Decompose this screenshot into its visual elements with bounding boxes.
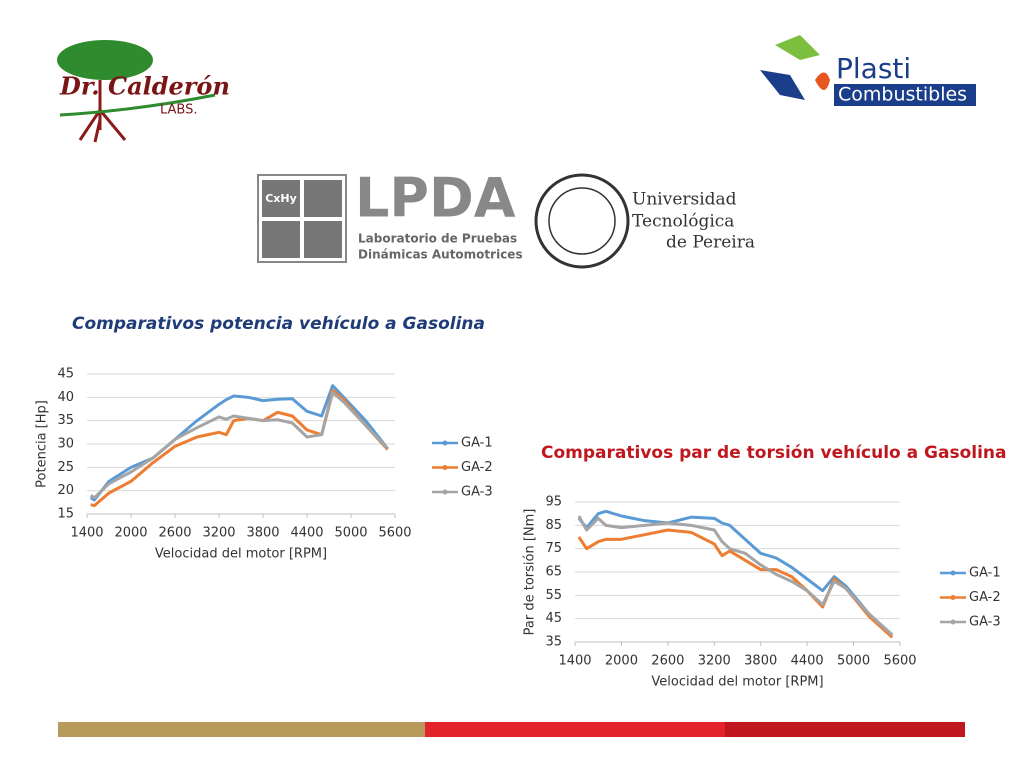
legend-marker [950,570,956,576]
y-tick-label: 35 [545,635,562,650]
x-tick-label: 1400 [558,654,591,669]
y-tick-label: 35 [57,413,74,428]
y-tick-label: 30 [57,437,74,452]
legend-label: GA-1 [461,436,493,451]
x-tick-label: 2600 [651,654,684,669]
y-tick-label: 55 [545,588,562,603]
logo-text: Combustibles [838,84,967,106]
x-tick-label: 2600 [158,526,191,541]
x-tick-label: 2000 [114,526,147,541]
logo-text: Dinámicas Automotrices [358,248,523,262]
y-tick-label: 45 [57,367,74,382]
y-axis-title: Potencia [Hp] [35,400,50,488]
legend-marker [950,595,956,600]
x-tick-label: 5000 [334,526,367,541]
lpda-logo: CxHy LPDA Laboratorio de Pruebas Dinámic… [257,167,523,263]
logo-text: de Pereira [666,233,755,253]
y-axis-title: Par de torsión [Nm] [523,509,538,636]
legend-marker [442,489,448,495]
x-tick-label: 4400 [791,654,824,669]
logo-text: Universidad [632,190,737,210]
x-tick-label: 2000 [605,654,638,669]
chart-title: Comparativos potencia vehículo a Gasolin… [72,314,485,334]
x-axis-title: Velocidad del motor [RPM] [155,547,327,562]
logo-text: Plasti [836,52,911,85]
logo-text: Dr. Calderón [59,72,230,101]
logo-text: CxHy [265,192,297,205]
data-line [89,384,389,502]
y-tick-label: 15 [57,507,74,522]
legend-label: GA-1 [969,566,1001,581]
plasti-logo: Plasti Combustibles [760,35,976,106]
y-tick-label: 25 [57,460,74,475]
x-tick-label: 1400 [70,526,103,541]
data-line [90,388,389,508]
x-tick-label: 5000 [837,654,870,669]
logo-text: LABS. [160,103,198,118]
y-tick-label: 40 [57,390,74,405]
legend-label: GA-3 [969,615,1001,630]
legend-label: GA-2 [461,460,493,475]
footer-bar [725,722,965,737]
x-axis-title: Velocidad del motor [RPM] [651,675,823,690]
data-line [577,515,894,637]
x-tick-label: 5600 [883,654,916,669]
chart-title: Comparativos par de torsión vehículo a G… [541,443,1007,463]
y-tick-label: 75 [545,541,562,556]
x-tick-label: 3800 [246,526,279,541]
data-line [89,391,389,500]
legend-marker [442,465,448,470]
legend-marker [442,440,448,446]
y-tick-label: 45 [545,611,562,626]
footer-bar [58,722,425,737]
y-tick-label: 65 [545,565,562,580]
logo-text: Tecnológica [632,212,734,232]
logo-text: LPDA [355,167,516,230]
x-tick-label: 5600 [378,526,411,541]
data-line [577,509,894,637]
y-tick-label: 20 [57,483,74,498]
legend-label: GA-3 [461,485,493,500]
logo-text: Laboratorio de Pruebas [358,232,517,246]
x-tick-label: 3200 [698,654,731,669]
utp-logo: Universidad Tecnológica de Pereira [534,173,755,269]
y-tick-label: 95 [545,495,562,510]
x-tick-label: 3800 [744,654,777,669]
legend-marker [950,619,956,625]
legend-label: GA-2 [969,590,1001,605]
footer-bar [425,722,725,737]
calderon-logo: Dr. Calderón LABS. [57,40,230,143]
x-tick-label: 3200 [202,526,235,541]
x-tick-label: 4400 [290,526,323,541]
y-tick-label: 85 [545,518,562,533]
